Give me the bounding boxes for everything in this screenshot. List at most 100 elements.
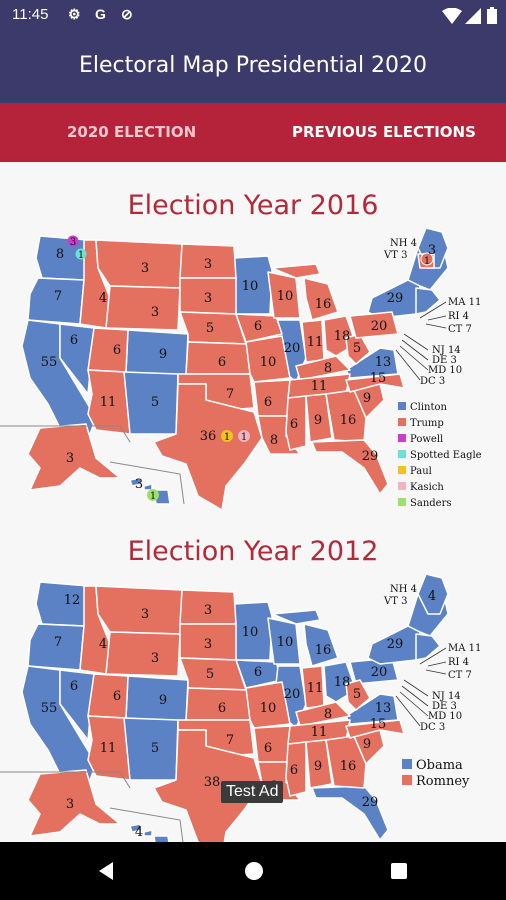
label-sc: 9 [363,737,371,752]
label-mt: 3 [141,261,149,276]
label-ca: 55 [41,355,58,370]
tab-2020-election[interactable]: 2020 ELECTION [67,123,197,141]
callout-ct: CT 7 [448,670,472,681]
label-tn: 11 [311,725,328,740]
callout-ma: MA 11 [448,643,481,654]
callout-vt: VT 3 [383,250,407,261]
label-in: 11 [307,335,324,350]
label-mi: 16 [315,643,332,658]
state-ms [285,395,307,451]
label-nd: 3 [204,257,212,272]
state-nv [59,669,95,741]
label-ia: 6 [254,319,262,334]
state-co [125,329,189,377]
label-nc: 15 [370,717,387,732]
label-wa: 8 [56,247,64,262]
callout-md: MD 10 [428,711,462,722]
label-ar: 6 [264,395,272,410]
label-ak: 3 [66,797,74,812]
label-hi: 3 [135,477,143,492]
label-ga: 16 [340,413,357,428]
label-nm: 5 [151,741,159,756]
tab-previous-elections[interactable]: PREVIOUS ELECTIONS [292,123,476,141]
gear-icon: ⚙ [68,6,81,22]
label-mn: 10 [242,625,259,640]
label-ms: 6 [290,417,298,432]
legend-sanders: Sanders [410,498,451,509]
callout-md: MD 10 [428,365,462,376]
state-or [27,623,85,671]
label-mn: 10 [242,279,259,294]
label-ks: 6 [218,355,226,370]
label-nv: 6 [70,679,78,694]
state-new-england [415,633,441,661]
label-ms: 6 [290,763,298,778]
label-ok: 7 [226,387,234,402]
label-ca: 55 [41,701,58,716]
legend-romney: Romney [416,774,470,789]
system-nav-bar [0,842,506,900]
label-nd: 3 [204,603,212,618]
state-nc [345,373,405,393]
label-va: 13 [375,355,392,370]
election-heading-2012: Election Year 2012 [127,536,379,567]
label-ny: 29 [387,291,404,306]
label-wa-eagle: 1 [78,250,84,261]
callout-ct: CT 7 [448,324,472,335]
label-az: 11 [100,395,117,410]
status-bar: 11:45 ⚙ G ⊘ [0,0,506,31]
state-mo [245,681,291,729]
label-oh: 18 [334,675,351,690]
state-az [87,715,131,781]
label-co: 9 [159,347,167,362]
state-new-england [415,287,441,315]
marker-kasich [238,430,250,442]
recents-icon[interactable] [390,862,408,880]
electoral-map-2016: 8 7 55 6 4 3 3 6 11 9 5 3 3 5 6 7 36 10 … [0,228,482,511]
test-ad-toast[interactable]: Test Ad [221,781,284,803]
state-ut [87,327,129,373]
label-al: 9 [314,759,322,774]
label-wy: 3 [151,305,159,320]
label-ks: 6 [218,701,226,716]
label-pa: 20 [371,319,388,334]
wifi-icon [442,8,462,24]
label-ak: 3 [66,451,74,466]
label-hi: 4 [135,825,143,840]
label-nc: 15 [370,371,387,386]
label-wa: 12 [64,593,81,608]
callout-nj: NJ 14 [432,345,461,356]
legend-obama: Obama [416,758,463,773]
state-ms [285,741,307,797]
label-or: 7 [54,289,62,304]
callout-ma: MA 11 [448,297,481,308]
app-title: Electoral Map Presidential 2020 [78,53,428,78]
label-tx: 36 [200,429,217,444]
state-az [87,369,131,435]
callout-nj: NJ 14 [432,691,461,702]
state-wy [105,631,181,677]
label-tn: 11 [311,379,328,394]
label-tx-paul: 1 [224,432,230,443]
callout-ri: RI 4 [448,311,469,322]
electoral-map-2012: 12 7 55 6 4 3 3 6 11 9 5 3 3 5 6 7 38 10… [0,574,481,842]
state-fl [311,439,389,495]
label-wi: 10 [277,289,294,304]
label-me: 3 [428,243,436,258]
label-co: 9 [159,693,167,708]
label-mo: 10 [260,701,277,716]
state-wv [345,679,371,711]
state-ak [27,769,121,837]
state-ky [295,701,351,727]
callout-ri: RI 4 [448,657,469,668]
label-id: 4 [99,291,107,306]
home-icon[interactable] [244,861,264,881]
callout-de: DE 3 [432,701,457,712]
legend-spotted-eagle: Spotted Eagle [410,450,482,461]
back-icon[interactable] [97,861,115,881]
label-ny: 29 [387,637,404,652]
label-me-cd: 1 [424,256,430,267]
state-wi [267,617,301,665]
label-va: 13 [375,701,392,716]
elections-list[interactable]: Election Year 2016 [0,162,506,842]
